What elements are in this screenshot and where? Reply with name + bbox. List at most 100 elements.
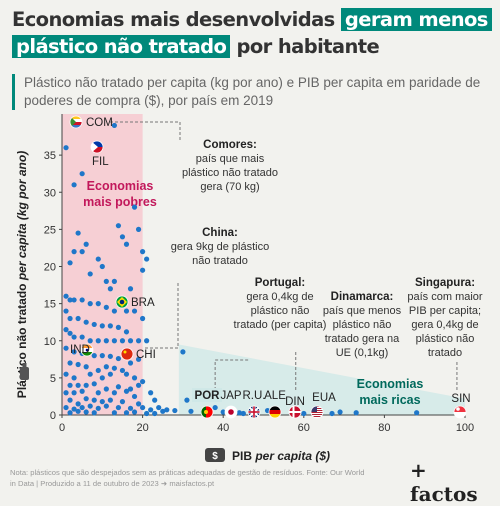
data-point: [337, 409, 343, 415]
country-label-eua: EUA: [312, 392, 336, 404]
data-point: [148, 407, 154, 413]
y-tick-label: 25: [44, 224, 56, 236]
data-point: [87, 338, 93, 344]
data-point: [99, 375, 105, 381]
data-point: [63, 371, 69, 377]
data-point: [329, 410, 335, 417]
singapura-annotation-text: PIB per capita;: [409, 305, 481, 317]
comores-annotation-text: país que mais: [196, 153, 265, 165]
brazil-flag-icon: [115, 295, 129, 309]
data-point: [152, 410, 158, 417]
data-point: [103, 386, 109, 392]
x-tick-label: 20: [136, 422, 148, 434]
india-flag-icon: [80, 343, 94, 357]
data-point: [95, 405, 101, 411]
data-point: [119, 338, 126, 344]
comoros-flag-icon: [69, 115, 83, 129]
source-note: Nota: plásticos que são despejados sem a…: [10, 468, 365, 488]
country-label-sin: SIN: [451, 393, 470, 405]
data-point: [87, 371, 93, 377]
data-point: [123, 410, 130, 416]
data-point: [67, 315, 73, 322]
title-highlight1: geram menos: [340, 8, 492, 31]
denmark-flag-icon: [288, 405, 302, 419]
data-point: [123, 241, 130, 247]
data-point: [71, 406, 77, 412]
data-point: [220, 409, 226, 415]
data-point: [103, 403, 109, 409]
data-point: [127, 386, 134, 392]
data-point: [83, 382, 89, 388]
country-label-por: POR: [195, 390, 221, 402]
comores-leader-line: [110, 121, 181, 140]
data-point: [95, 338, 101, 344]
data-point: [184, 397, 190, 403]
data-point: [71, 375, 77, 381]
data-point: [107, 353, 113, 359]
data-point: [135, 226, 142, 232]
data-point: [111, 365, 117, 371]
x-tick-label: 0: [59, 422, 65, 434]
data-point: [91, 410, 97, 416]
country-label-din: DIN: [285, 396, 305, 408]
data-point: [353, 410, 359, 416]
data-point: [75, 230, 81, 236]
data-point: [127, 360, 134, 366]
data-point: [160, 408, 166, 414]
data-point: [188, 408, 194, 414]
china-annotation-title: China:: [202, 227, 238, 239]
singapura-annotation-text: tratado: [428, 347, 462, 359]
dinamarca-annotation-text: país que menos: [323, 305, 402, 317]
data-point: [99, 263, 105, 270]
data-point: [144, 410, 150, 417]
data-point: [63, 145, 69, 151]
data-point: [67, 297, 73, 303]
philippines-flag-icon: [90, 140, 104, 154]
data-point: [63, 293, 69, 299]
data-point: [115, 355, 122, 362]
data-point: [83, 241, 89, 247]
data-point: [83, 364, 89, 370]
data-point: [123, 308, 130, 314]
data-point: [63, 390, 69, 396]
data-point: [414, 410, 420, 416]
data-point: [103, 278, 109, 284]
singapura-annotation-text: plástico não: [416, 333, 475, 345]
data-point: [71, 297, 77, 303]
dinamarca-annotation-text: UE (0,1kg): [336, 347, 389, 359]
rich-economies-zone: [178, 344, 465, 415]
singapura-annotation-text: país com maior: [407, 291, 483, 303]
country-label-ru: R.U.: [243, 390, 266, 402]
data-point: [71, 349, 77, 355]
china-annotation-text: não tratado: [192, 255, 248, 267]
data-point: [127, 338, 134, 344]
data-point: [75, 315, 81, 322]
singapore-flag-icon: [453, 405, 467, 419]
singapura-annotation-text: gera 0,4kg de: [411, 319, 478, 331]
data-point: [140, 315, 146, 322]
data-point: [103, 338, 109, 344]
portugal-annotation-text: gera 0,4kg de: [246, 291, 313, 303]
data-point: [107, 397, 113, 403]
data-point: [91, 321, 97, 328]
data-point: [115, 324, 122, 330]
data-point: [67, 397, 73, 403]
country-label-fil: FIL: [92, 156, 109, 168]
data-point: [111, 278, 117, 284]
data-point: [71, 182, 77, 188]
x-tick-label: 80: [378, 422, 390, 434]
country-label-chi: CHI: [136, 349, 156, 361]
data-point: [140, 378, 146, 385]
data-point: [99, 353, 105, 359]
data-point: [131, 375, 138, 381]
country-label-bra: BRA: [131, 297, 155, 309]
data-point: [111, 122, 117, 129]
data-point: [75, 382, 81, 388]
y-axis-label: Plástico não tratado per capita (kg por …: [15, 151, 29, 398]
poor-zone-label: Economias: [87, 179, 154, 193]
portugal-annotation-text: tratado (per capita): [234, 319, 327, 331]
data-point: [119, 234, 126, 240]
country-label-ind: IND: [70, 344, 90, 356]
singapura-annotation-title: Singapura:: [415, 277, 475, 289]
